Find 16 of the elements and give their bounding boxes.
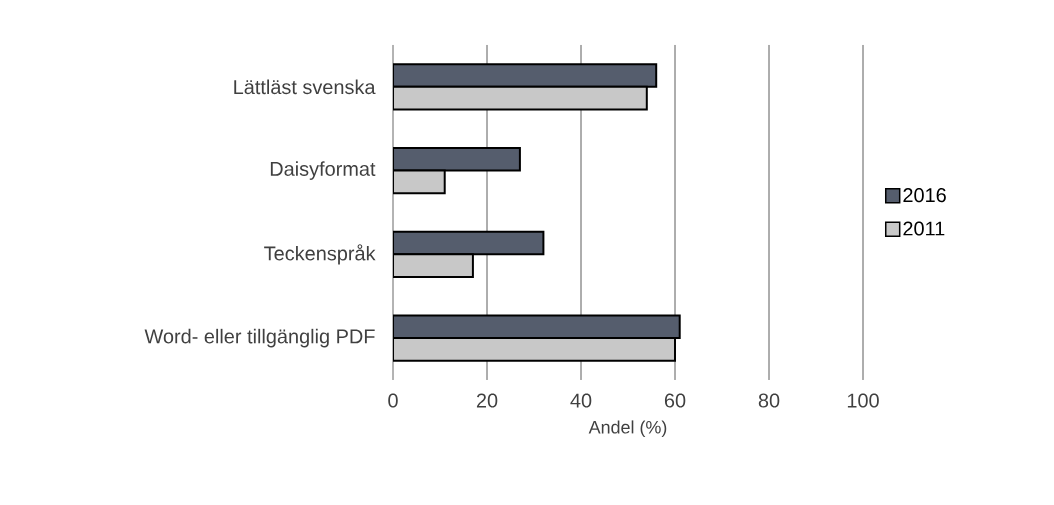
x-tick-label: 80 <box>758 393 780 408</box>
y-tick-label: Word- eller tillgänglig PDF <box>144 328 375 348</box>
legend-label: 2016 <box>903 188 946 203</box>
legend-label: 2011 <box>903 221 945 236</box>
bar <box>393 63 658 88</box>
bar <box>393 314 681 340</box>
x-tick-label: 60 <box>664 393 686 408</box>
x-tick-label: 100 <box>847 393 879 408</box>
x-tick-label: 20 <box>476 393 498 408</box>
x-axis-title: Andel (%) <box>588 420 667 438</box>
bar <box>393 147 521 172</box>
y-tick-label: Daisyformat <box>270 161 376 180</box>
x-tick-label: 40 <box>570 393 592 408</box>
x-tick-label: 0 <box>388 393 398 408</box>
y-tick-label: Lättläst svenska <box>234 79 376 95</box>
y-tick-label: Teckenspråk <box>264 244 376 265</box>
